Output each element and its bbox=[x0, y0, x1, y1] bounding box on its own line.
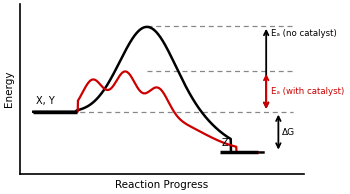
Text: X, Y: X, Y bbox=[36, 96, 55, 106]
Text: Eₐ (with catalyst): Eₐ (with catalyst) bbox=[271, 87, 344, 96]
Text: Eₐ (no catalyst): Eₐ (no catalyst) bbox=[271, 29, 337, 38]
X-axis label: Reaction Progress: Reaction Progress bbox=[115, 180, 209, 190]
Text: ΔG: ΔG bbox=[282, 128, 295, 137]
Text: Z: Z bbox=[222, 138, 228, 148]
Y-axis label: Energy: Energy bbox=[4, 71, 14, 107]
